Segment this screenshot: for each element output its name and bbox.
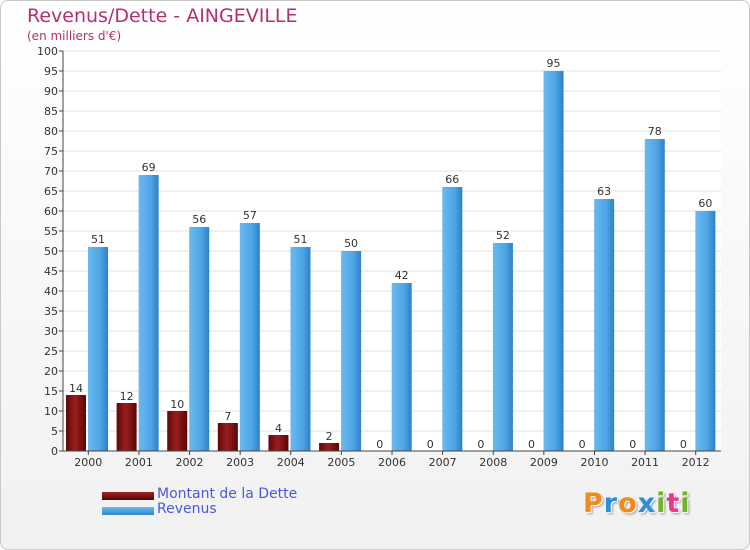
data-label-revenue: 63: [597, 185, 611, 198]
data-label-debt: 0: [680, 438, 687, 451]
data-label-revenue: 52: [496, 229, 510, 242]
data-label-debt: 14: [69, 382, 83, 395]
y-tick-label: 80: [44, 125, 58, 138]
x-tick-label: 2010: [580, 456, 608, 469]
x-tick-label: 2000: [74, 456, 102, 469]
x-tick-label: 2003: [226, 456, 254, 469]
y-tick-label: 60: [44, 205, 58, 218]
bar-revenue: [391, 283, 412, 451]
data-label-debt: 0: [579, 438, 586, 451]
data-label-debt: 0: [477, 438, 484, 451]
y-tick-label: 55: [44, 225, 58, 238]
x-tick-label: 2004: [277, 456, 305, 469]
bar-revenue: [239, 223, 260, 451]
logo-letter: t: [666, 488, 681, 519]
x-tick-label: 2002: [176, 456, 204, 469]
logo-letter: o: [618, 488, 638, 519]
y-tick-label: 50: [44, 245, 58, 258]
data-label-debt: 12: [120, 390, 134, 403]
data-label-revenue: 51: [293, 233, 307, 246]
y-tick-label: 35: [44, 305, 58, 318]
data-label-revenue: 95: [547, 57, 561, 70]
y-tick-label: 40: [44, 285, 58, 298]
y-tick-label: 100: [37, 45, 58, 58]
legend-label-debt: Montant de la Dette: [157, 486, 298, 502]
y-tick-label: 65: [44, 185, 58, 198]
bar-debt: [319, 443, 340, 451]
data-label-debt: 7: [224, 410, 231, 423]
bar-debt: [116, 403, 137, 451]
bar-revenue: [88, 247, 108, 451]
data-label-debt: 0: [629, 438, 636, 451]
y-tick-label: 75: [44, 145, 58, 158]
data-label-revenue: 57: [243, 209, 257, 222]
data-label-revenue: 60: [698, 197, 712, 210]
bar-revenue: [138, 175, 159, 451]
x-tick-label: 2001: [125, 456, 153, 469]
y-tick-label: 90: [44, 85, 58, 98]
y-tick-label: 95: [44, 65, 58, 78]
y-tick-label: 20: [44, 365, 58, 378]
data-label-debt: 0: [427, 438, 434, 451]
data-label-revenue: 50: [344, 237, 358, 250]
x-tick-label: 2007: [429, 456, 457, 469]
data-label-debt: 2: [326, 430, 333, 443]
bar-debt: [66, 395, 86, 451]
logo-letter: P: [583, 488, 604, 519]
legend-swatch-revenue: [102, 507, 154, 515]
bar-revenue: [341, 251, 362, 451]
data-label-revenue: 69: [142, 161, 156, 174]
y-tick-label: 10: [44, 405, 58, 418]
bar-revenue: [492, 243, 513, 451]
data-label-revenue: 56: [192, 213, 206, 226]
data-label-revenue: 66: [445, 173, 459, 186]
y-tick-label: 25: [44, 345, 58, 358]
x-tick-label: 2009: [530, 456, 558, 469]
y-tick-label: 15: [44, 385, 58, 398]
bar-revenue: [594, 199, 615, 451]
x-tick-label: 2005: [327, 456, 355, 469]
proxiti-logo: Proxiti: [583, 488, 691, 519]
data-label-debt: 0: [376, 438, 383, 451]
data-label-revenue: 78: [648, 125, 662, 138]
bar-revenue: [644, 139, 665, 451]
logo-letter: i: [656, 488, 667, 519]
y-tick-label: 5: [51, 425, 58, 438]
data-label-debt: 10: [170, 398, 184, 411]
data-label-revenue: 42: [395, 269, 409, 282]
y-tick-label: 85: [44, 105, 58, 118]
bar-debt: [167, 411, 188, 451]
chart-title: Revenus/Dette - AINGEVILLE: [27, 5, 298, 27]
logo-letter: i: [680, 488, 691, 519]
x-tick-label: 2011: [631, 456, 659, 469]
y-tick-label: 45: [44, 265, 58, 278]
data-label-revenue: 51: [91, 233, 105, 246]
bar-debt: [268, 435, 289, 451]
data-label-debt: 4: [275, 422, 282, 435]
bar-revenue: [543, 71, 564, 451]
logo-letter: r: [603, 488, 619, 519]
x-tick-label: 2012: [682, 456, 710, 469]
legend-swatch-debt: [102, 492, 154, 500]
bar-revenue: [189, 227, 210, 451]
x-tick-label: 2008: [479, 456, 507, 469]
bar-revenue: [290, 247, 311, 451]
bar-debt: [217, 423, 238, 451]
y-tick-label: 0: [51, 445, 58, 458]
logo-letter: x: [637, 488, 657, 519]
chart-subtitle: (en milliers d'€): [27, 29, 122, 43]
x-tick-label: 2006: [378, 456, 406, 469]
y-tick-label: 70: [44, 165, 58, 178]
data-label-debt: 0: [528, 438, 535, 451]
bar-revenue: [442, 187, 463, 451]
bar-revenue: [695, 211, 716, 451]
legend-label-revenue: Revenus: [157, 501, 217, 517]
y-tick-label: 30: [44, 325, 58, 338]
